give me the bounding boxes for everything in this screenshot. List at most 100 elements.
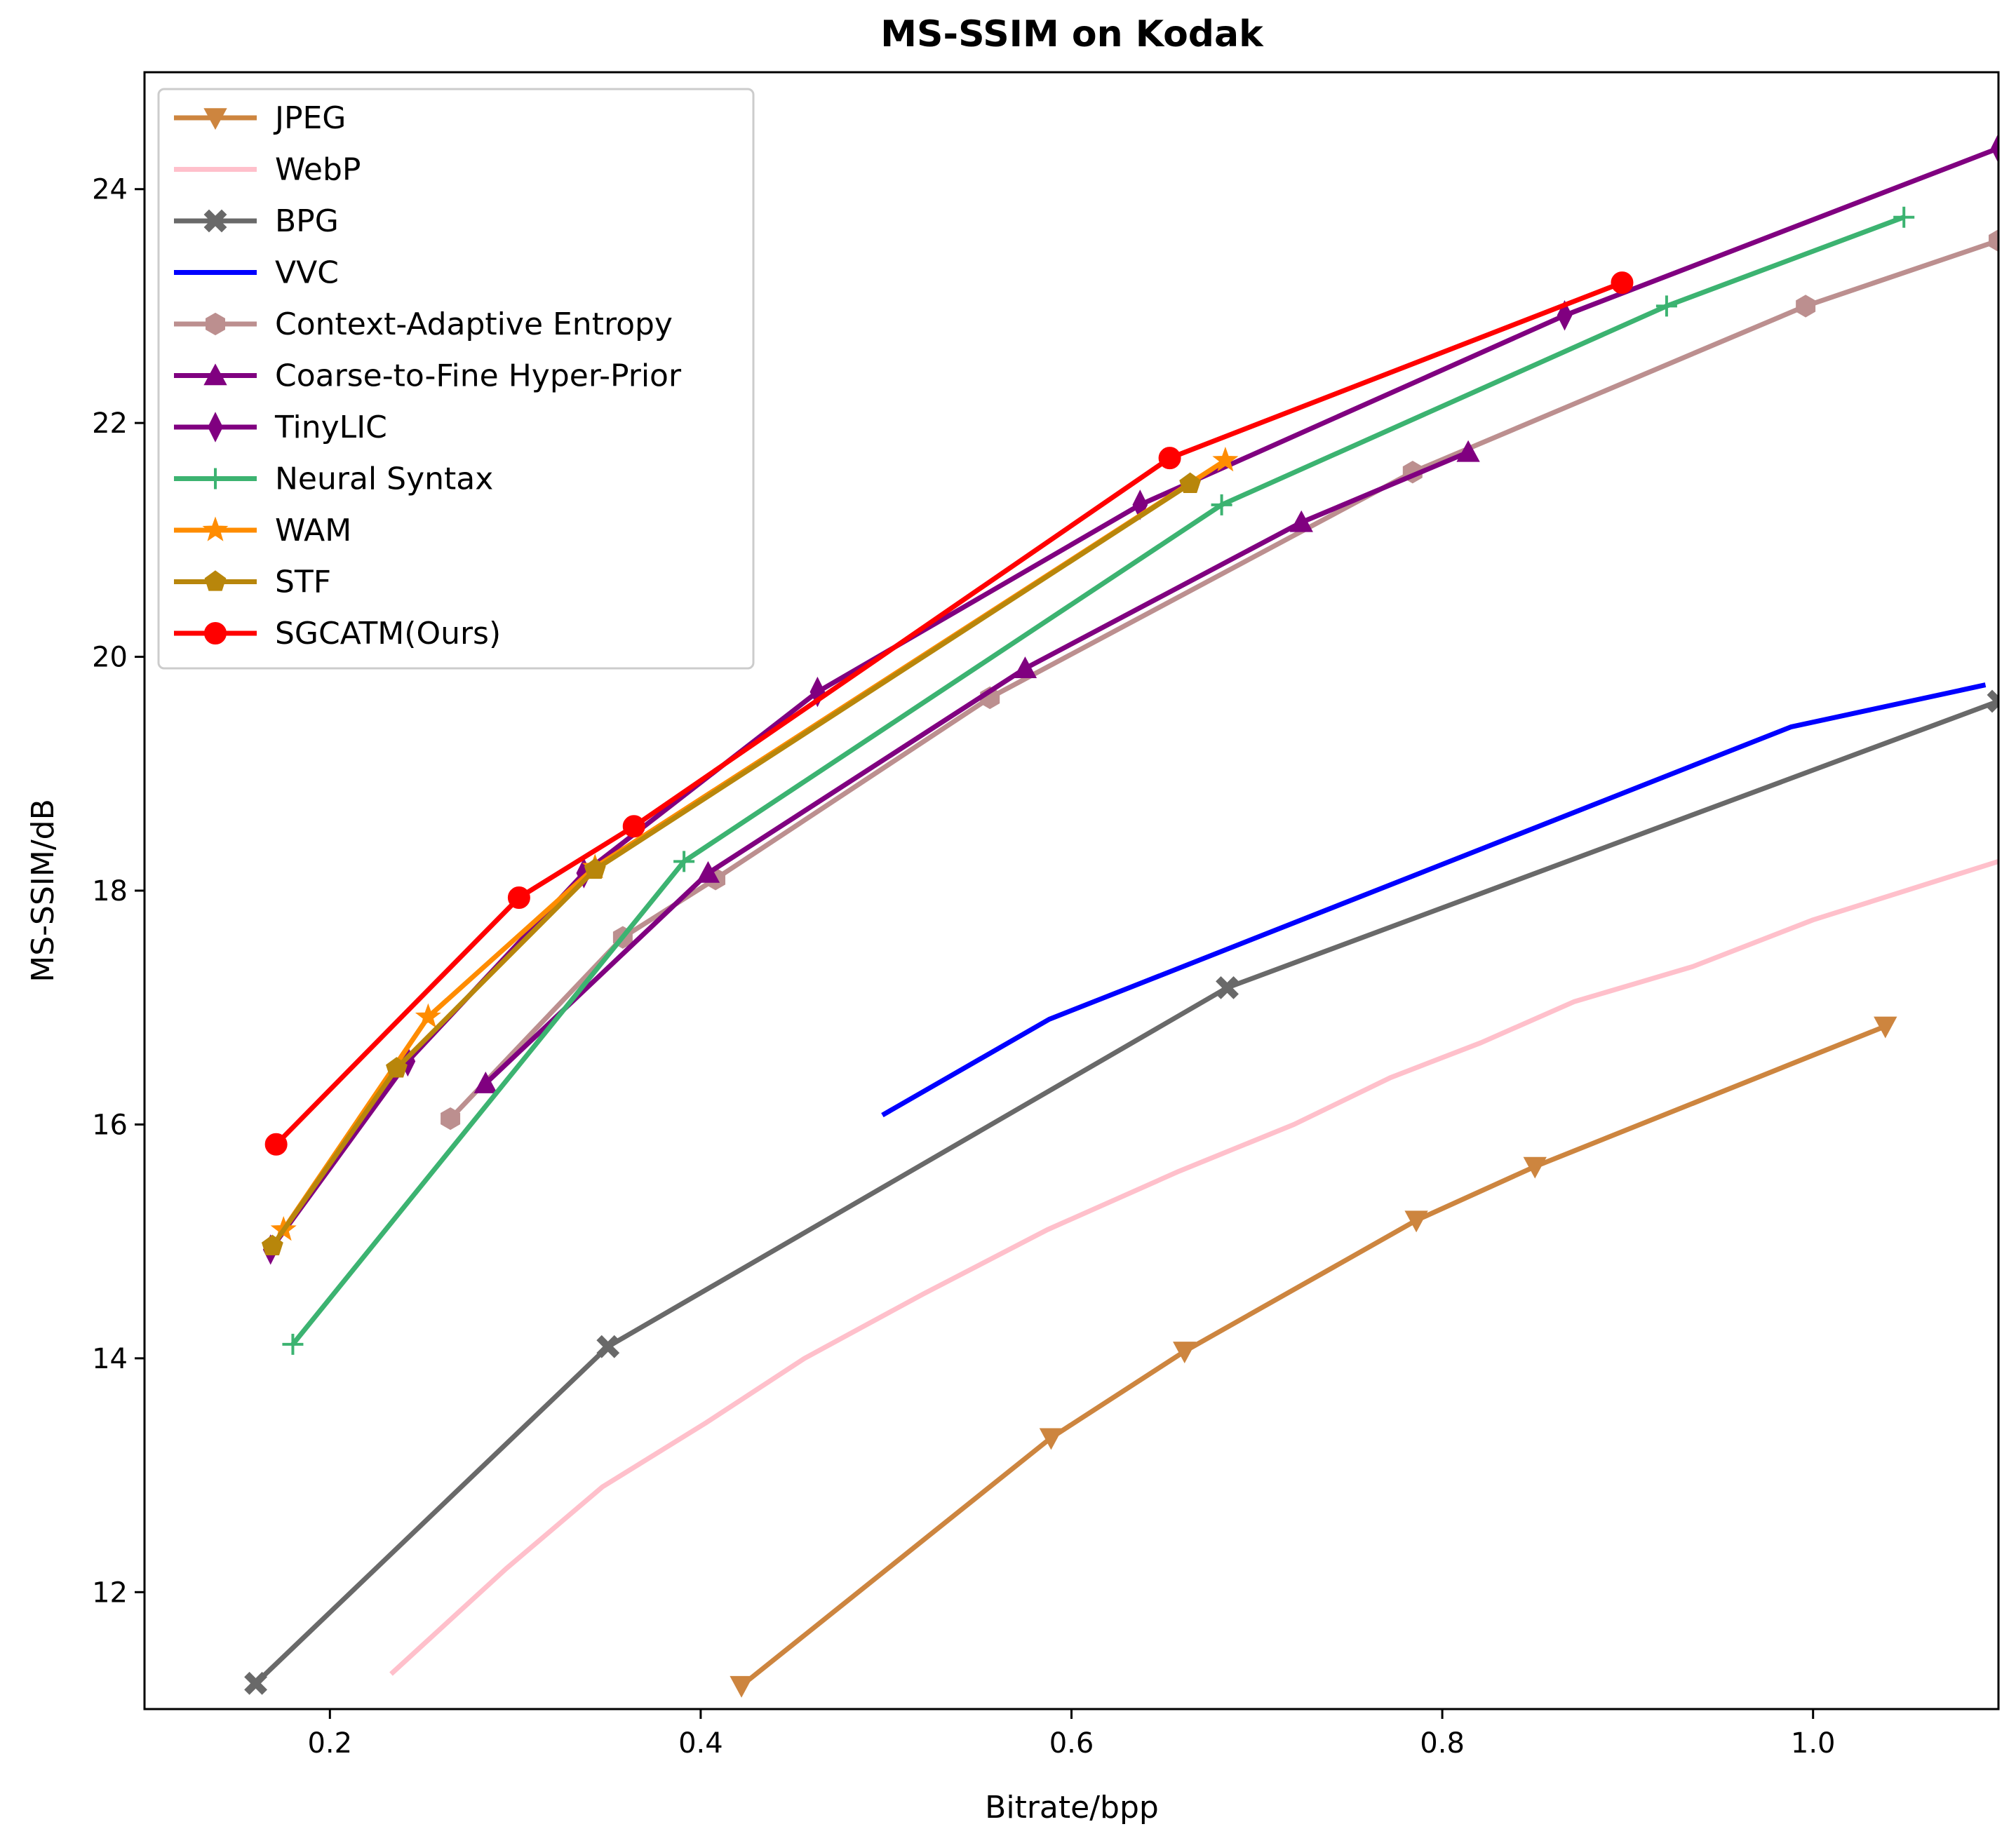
legend-item-bpg: BPG [174,203,339,239]
data-point-sgcatm-ours [264,1133,288,1156]
data-point-bpg [244,1671,267,1695]
legend-label: TinyLIC [274,410,387,445]
series-layer [244,133,1998,1698]
data-point-context-adaptive-entropy [1796,295,1816,318]
data-point-stf [261,1234,283,1255]
data-point-stf [1179,472,1202,493]
series-line-stf [270,481,1192,1248]
legend-label: VVC [275,255,339,291]
series-coarse-to-fine-hyper-prior [473,440,1480,1093]
legend-item-webp: WebP [174,152,361,188]
data-point-neural-syntax [1893,206,1915,228]
data-point-neural-syntax [282,1333,304,1355]
data-point-bpg [1216,976,1239,999]
data-point-wam [1212,447,1239,472]
series-line-bpg [254,698,1998,1685]
series-sgcatm-ours [264,271,1634,1156]
legend-item-sgcatm-ours: SGCATM(Ours) [174,616,501,652]
legend-item-stf: STF [174,565,331,600]
y-tick-label: 16 [92,1109,128,1141]
plot-frame [143,71,2000,1710]
data-point-sgcatm-ours [1158,447,1181,470]
y-tick-label: 18 [92,875,128,907]
data-point-sgcatm-ours [622,815,645,838]
y-tick-label: 20 [92,642,128,674]
legend-item-vvc: VVC [174,255,339,291]
data-point-sgcatm-ours [1611,271,1634,295]
legend-label: Coarse-to-Fine Hyper-Prior [275,358,682,394]
y-axis-label: MS-SSIM/dB [25,799,61,983]
data-point-coarse-to-fine-hyper-prior [1456,440,1480,462]
series-line-webp [389,858,1998,1676]
y-tick-label: 24 [92,174,128,206]
legend-label: BPG [275,203,339,239]
legend-marker [204,570,227,591]
data-point-neural-syntax [1655,295,1677,317]
series-neural-syntax [282,206,1915,1355]
legend-marker [203,363,227,386]
legend-marker [202,516,229,541]
legend-label: JPEG [273,100,346,136]
y-tick-label: 22 [92,407,128,440]
legend-marker [203,209,227,233]
axis-ticks: 0.2 0.4 0.6 0.8 1.0 12 14 16 18 20 22 24 [92,174,1835,1760]
legend-item-context-adaptive-entropy: Context-Adaptive Entropy [174,306,673,342]
series-bpg [244,689,1998,1695]
series-vvc [881,682,1987,1118]
data-point-neural-syntax [1211,494,1232,515]
data-point-bpg [1987,689,1998,713]
y-tick-label: 14 [92,1343,128,1375]
series-line-jpeg [739,1024,1887,1688]
x-tick-label: 1.0 [1791,1727,1836,1760]
legend-item-coarse-to-fine-hyper-prior: Coarse-to-Fine Hyper-Prior [174,358,682,394]
data-point-jpeg [1173,1342,1197,1363]
data-point-coarse-to-fine-hyper-prior [473,1071,497,1093]
series-stf [261,472,1202,1255]
data-point-jpeg [730,1675,753,1698]
chart-title: MS-SSIM on Kodak [880,13,1264,55]
data-point-neural-syntax [673,851,695,872]
legend-marker [204,622,227,644]
data-point-stf [386,1057,408,1078]
data-point-jpeg [1523,1156,1547,1179]
legend-item-wam: WAM [174,513,351,548]
legend-marker [203,108,227,130]
data-point-jpeg [1039,1428,1063,1450]
legend-label: STF [275,565,331,600]
data-point-stf [584,858,606,879]
series-jpeg [730,1016,1897,1698]
legend: JPEG WebP BPG VVC Context-Adaptive Entropy Co… [157,88,755,670]
data-point-context-adaptive-entropy [1989,229,1998,252]
legend-marker [205,468,226,490]
data-point-sgcatm-ours [507,886,530,910]
x-tick-label: 0.4 [678,1727,723,1760]
x-tick-label: 0.6 [1049,1727,1094,1760]
x-axis-label: Bitrate/bpp [985,1790,1159,1825]
data-point-coarse-to-fine-hyper-prior [1289,510,1313,532]
legend-marker [208,412,223,443]
legend-item-tinylic: TinyLIC [174,410,387,445]
data-point-wam [415,1003,441,1028]
x-tick-label: 0.8 [1420,1727,1465,1760]
data-point-tinylic [1991,133,1998,164]
data-point-jpeg [1404,1210,1428,1233]
legend-item-jpeg: JPEG [174,100,346,136]
legend-label: SGCATM(Ours) [275,616,501,652]
y-tick-label: 12 [92,1577,128,1609]
series-line-vvc [881,682,1987,1118]
legend-label: Neural Syntax [275,461,493,497]
legend-item-neural-syntax: Neural Syntax [174,461,493,497]
data-point-bpg [596,1335,620,1358]
legend-label: WebP [275,152,361,188]
x-tick-label: 0.2 [307,1727,352,1760]
data-point-context-adaptive-entropy [441,1107,461,1130]
data-point-coarse-to-fine-hyper-prior [696,860,720,883]
legend-label: WAM [275,513,351,548]
legend-label: Context-Adaptive Entropy [275,306,673,342]
series-webp [389,858,1998,1676]
series-tinylic [262,133,1998,1265]
legend-marker [206,312,225,336]
data-point-coarse-to-fine-hyper-prior [1013,656,1037,678]
data-point-jpeg [1874,1016,1897,1039]
